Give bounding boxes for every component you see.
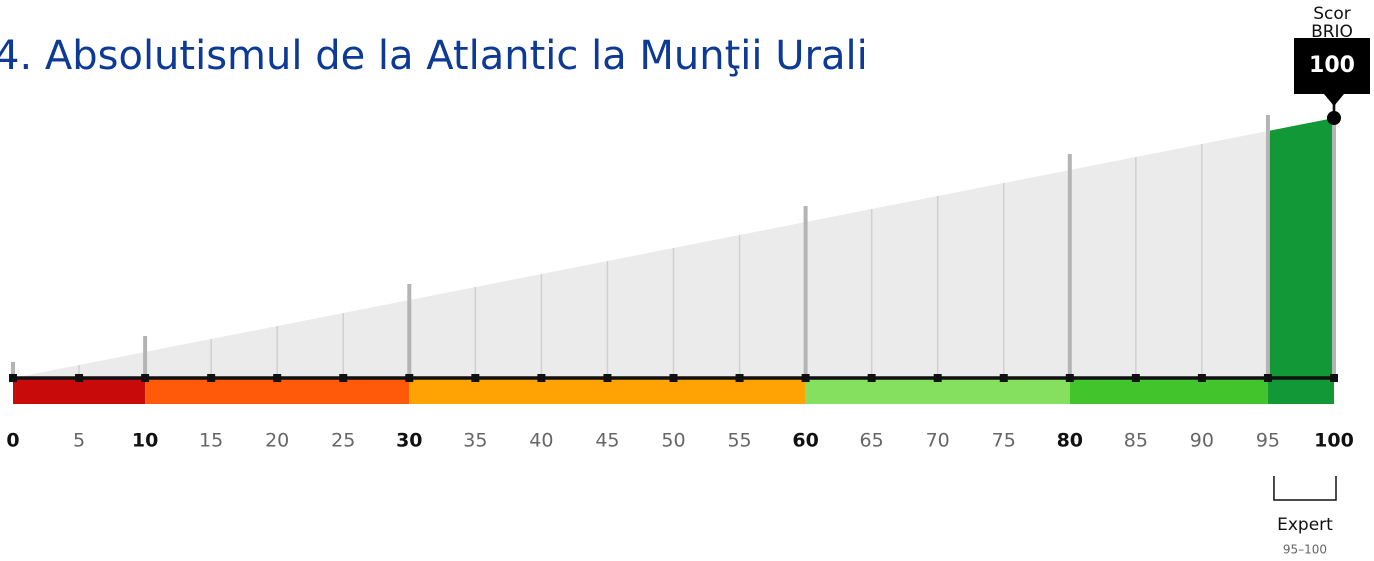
band [145, 378, 410, 404]
x-tick-label: 35 [463, 430, 487, 452]
level-area [1267, 118, 1334, 378]
tick-marker [999, 374, 1008, 382]
x-tick-label: 65 [860, 430, 884, 452]
tick-marker [1065, 374, 1074, 382]
x-tick-label: 30 [396, 430, 422, 452]
x-tick-label: 50 [661, 430, 685, 452]
x-tick-label: 60 [792, 430, 818, 452]
x-tick-label: 90 [1190, 430, 1214, 452]
x-tick-label: 25 [331, 430, 355, 452]
x-tick-label: 45 [595, 430, 619, 452]
band [13, 378, 146, 404]
level-name: Expert [1277, 515, 1333, 535]
tick-marker [339, 374, 348, 382]
x-tick-label: 15 [199, 430, 223, 452]
chart-title: 4. Absolutismul de la Atlantic la Munţii… [0, 33, 868, 79]
x-tick-label: 0 [6, 430, 19, 452]
x-tick-label: 40 [529, 430, 553, 452]
tick-marker [471, 374, 480, 382]
tick-marker [1330, 374, 1338, 382]
tick-marker [207, 374, 216, 382]
tick-marker [9, 374, 17, 382]
band [1267, 378, 1334, 404]
tick-marker [75, 374, 84, 382]
tick-marker [669, 374, 678, 382]
tick-marker [801, 374, 810, 382]
tick-marker [273, 374, 282, 382]
level-range: 95–100 [1283, 543, 1327, 557]
x-tick-label: 55 [727, 430, 751, 452]
band [805, 378, 1070, 404]
tick-marker [537, 374, 546, 382]
x-tick-label: 70 [926, 430, 950, 452]
score-label: BRIO [1311, 22, 1353, 42]
tick-marker [405, 374, 414, 382]
x-tick-label: 95 [1256, 430, 1280, 452]
tick-marker [603, 374, 612, 382]
tick-marker [1263, 374, 1272, 382]
x-tick-label: 80 [1057, 430, 1083, 452]
tick-marker [867, 374, 876, 382]
tick-marker [1131, 374, 1140, 382]
tick-marker [933, 374, 942, 382]
level-bracket [1273, 476, 1337, 501]
x-tick-label: 85 [1124, 430, 1148, 452]
x-tick-label: 10 [132, 430, 158, 452]
band [409, 378, 806, 404]
tick-marker [735, 374, 744, 382]
score-value: 100 [1309, 53, 1355, 78]
tick-marker [1197, 374, 1206, 382]
score-label: Scor [1313, 4, 1351, 24]
band [1069, 378, 1268, 404]
x-tick-label: 20 [265, 430, 289, 452]
x-tick-label: 5 [73, 430, 85, 452]
score-box [1294, 38, 1370, 106]
tick-marker [141, 374, 150, 382]
x-tick-label: 100 [1314, 430, 1354, 452]
x-tick-label: 75 [992, 430, 1016, 452]
score-dot [1327, 111, 1341, 125]
